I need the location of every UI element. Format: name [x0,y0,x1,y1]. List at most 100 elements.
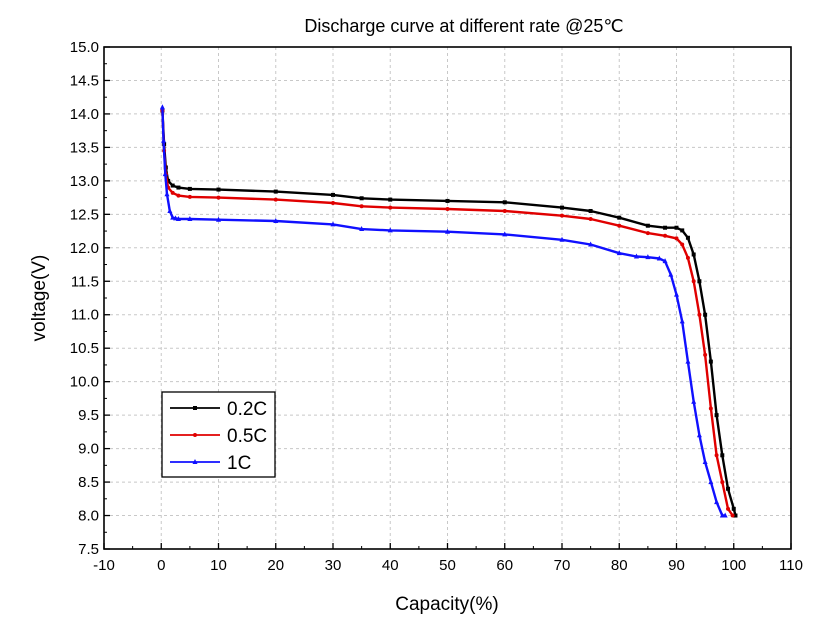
x-tick-label: 60 [496,557,513,574]
data-point-marker [720,453,725,458]
data-point-marker [674,291,679,297]
data-point-marker [730,513,735,518]
data-point-marker [331,192,335,197]
data-point-marker [714,413,719,418]
data-point-marker [445,228,450,234]
data-point-marker [170,214,176,220]
data-point-marker [588,208,593,213]
x-tick-label: 30 [325,557,342,574]
data-point-marker [617,215,622,220]
data-point-marker [674,236,679,241]
data-point-marker [691,279,696,284]
data-point-marker [680,242,685,247]
data-point-marker [193,406,197,410]
data-point-marker [502,208,507,213]
data-point-marker [359,196,364,201]
data-point-marker [633,253,639,259]
data-point-marker [216,195,221,200]
data-point-marker [445,206,450,211]
data-point-marker [216,187,221,192]
data-point-marker [668,271,674,277]
data-point-marker [731,506,736,511]
x-tick-label: 80 [611,557,628,574]
legend-label: 1C [227,453,251,474]
series-1C [159,104,728,518]
data-point-marker [645,223,650,228]
y-tick-label: 13.0 [70,173,99,190]
data-point-marker [159,104,165,110]
data-point-marker [691,252,696,257]
data-point-marker [273,218,279,224]
y-tick-label: 11.5 [71,273,99,290]
x-tick-label: 50 [439,557,456,574]
data-point-marker [617,223,622,228]
y-tick-label: 10.5 [70,340,99,357]
y-tick-label: 8.5 [78,474,99,491]
data-point-marker [161,137,167,143]
data-point-marker [387,227,393,233]
y-tick-label: 10.0 [70,374,99,391]
y-tick-label: 7.5 [78,541,99,558]
data-point-marker [388,205,393,210]
data-point-marker [662,258,668,264]
y-tick-label: 13.5 [70,139,99,156]
y-tick-label: 9.5 [78,407,99,424]
data-point-marker [714,499,720,505]
y-tick-label: 9.0 [78,441,99,458]
data-point-marker [167,207,173,213]
x-axis-title: Capacity(%) [395,594,498,615]
data-point-marker [702,458,708,464]
y-tick-label: 14.0 [70,106,99,123]
data-point-marker [193,433,197,437]
data-point-marker [176,185,181,190]
data-point-marker [722,512,728,518]
data-point-marker [703,352,708,357]
data-point-marker [685,235,690,240]
data-point-marker [708,359,713,364]
data-point-marker [559,236,565,242]
data-point-marker [674,225,679,230]
x-tick-label: 110 [779,557,803,574]
data-point-marker [588,241,594,247]
y-axis-title: voltage(V) [29,255,50,342]
x-tick-label: 10 [210,557,227,574]
data-point-marker [663,225,668,230]
data-point-marker [588,217,593,222]
data-point-marker [162,171,168,177]
y-tick-label: 8.0 [78,508,99,525]
data-point-marker [330,221,336,227]
data-point-marker [170,183,175,188]
data-point-marker [696,432,702,438]
data-point-marker [164,191,170,197]
data-point-marker [502,200,507,205]
data-point-marker [645,254,651,260]
y-tick-label: 12.5 [70,206,99,223]
data-point-marker [691,398,697,404]
y-tick-label: 11.0 [71,307,99,324]
data-point-marker [187,216,193,222]
legend-label: 0.2C [227,399,267,420]
grid-lines [104,47,791,549]
x-tick-label: 20 [267,557,284,574]
data-point-marker [359,204,364,209]
data-point-marker [176,193,181,198]
data-point-marker [656,255,662,261]
legend: 0.2C 0.5C 1C [161,391,276,478]
axis-ticks: -10 0 10 20 30 40 50 60 70 80 90 100 110 7.5 8.0 8.5 9.0… [70,39,803,574]
data-point-marker [216,216,221,222]
data-point-marker [703,312,708,317]
data-point-marker [173,215,179,221]
y-tick-label: 14.5 [70,72,99,89]
data-point-marker [697,312,702,317]
x-tick-label: -10 [93,557,115,574]
x-tick-label: 0 [157,557,165,574]
series-group [159,104,738,518]
y-tick-label: 15.0 [70,39,99,56]
data-point-marker [708,479,714,485]
chart-title: Discharge curve at different rate @25℃ [304,16,623,36]
data-point-marker [359,226,365,232]
data-point-marker [560,205,564,210]
data-point-marker [331,200,335,205]
data-point-marker [170,190,175,195]
